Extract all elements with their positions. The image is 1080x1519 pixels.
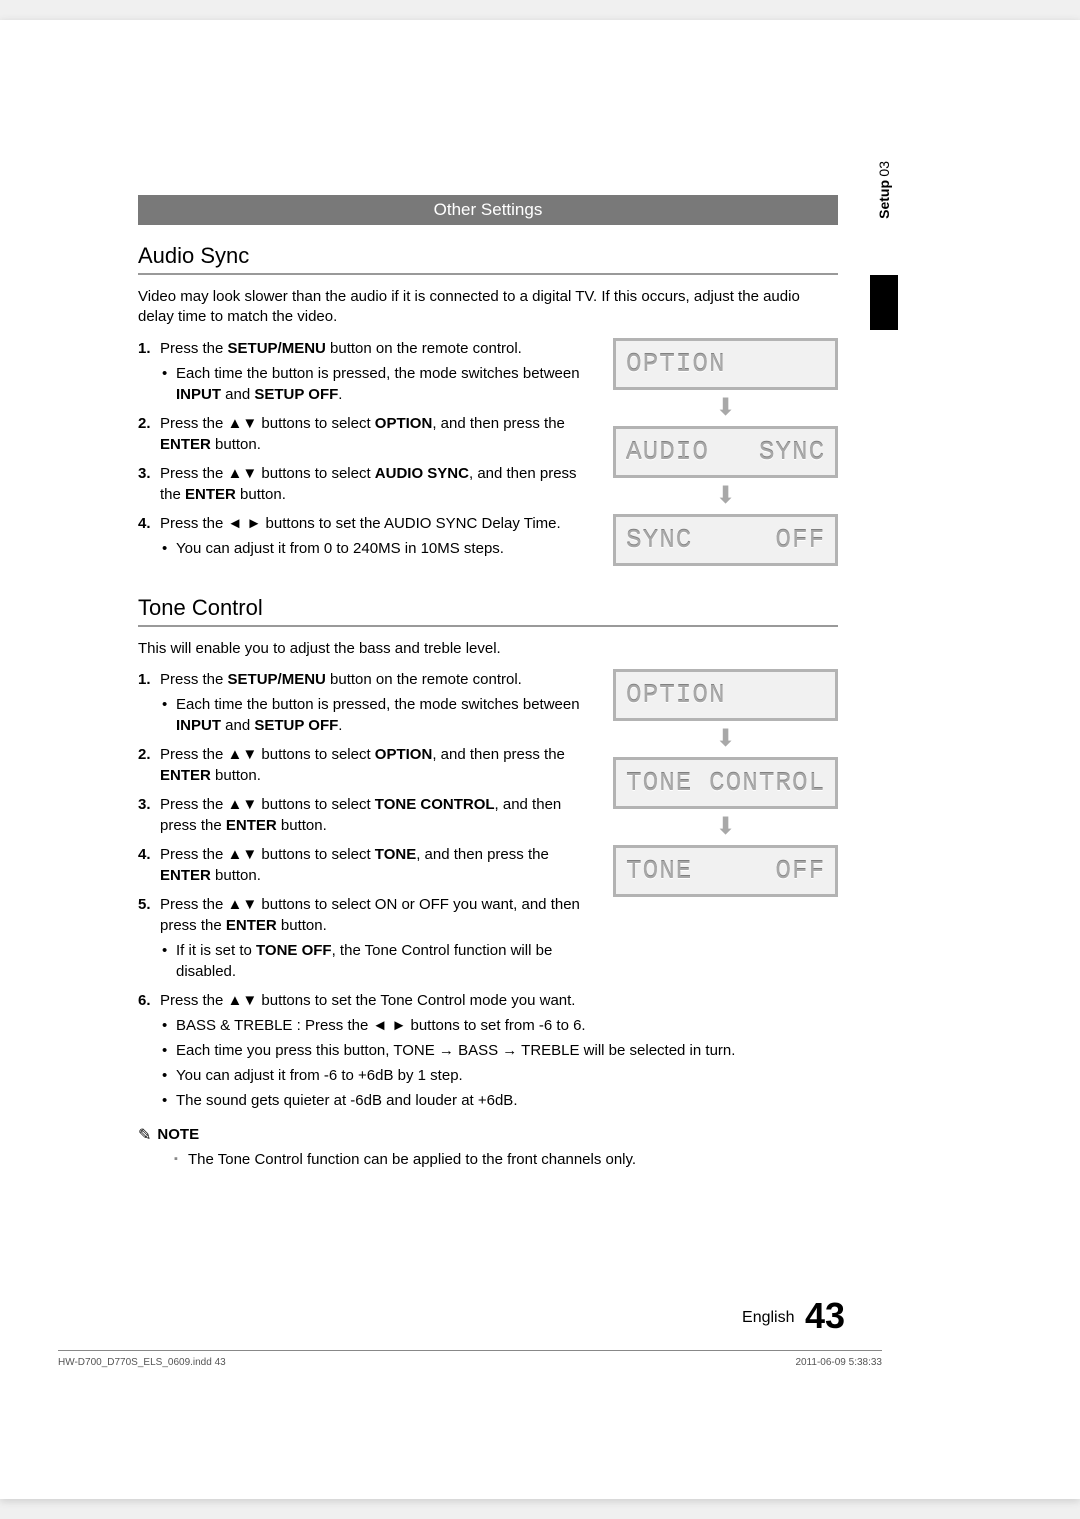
arrow-down-icon: ⬇ — [613, 390, 838, 426]
lcd-sync-off: SYNC OFF — [613, 514, 838, 566]
footer-lang: English — [742, 1309, 794, 1326]
tone-control-row: Press the SETUP/MENU button on the remot… — [138, 669, 838, 990]
side-tab-number: 03 — [876, 161, 892, 177]
step-6-sub2: Each time you press this button, TONE → … — [160, 1040, 838, 1061]
step-1-sub: Each time the button is pressed, the mod… — [160, 363, 597, 405]
lcd-option: OPTION — [613, 338, 838, 390]
side-blackbar — [870, 275, 898, 330]
note-label: NOTE — [157, 1126, 199, 1143]
step-2: Press the ▲▼ buttons to select OPTION, a… — [138, 744, 597, 786]
print-footline: HW-D700_D770S_ELS_0609.indd 43 2011-06-0… — [58, 1350, 882, 1368]
lcd-tone-control: TONE CONTROL — [613, 757, 838, 809]
heading-tone-control: Tone Control — [138, 595, 838, 621]
audio-sync-steps: Press the SETUP/MENU button on the remot… — [138, 338, 597, 567]
footline-timestamp: 2011-06-09 5:38:33 — [795, 1357, 882, 1368]
audio-sync-lcd-stack: OPTION ⬇ AUDIO SYNC ⬇ SYNC OFF — [613, 338, 838, 567]
step-6: Press the ▲▼ buttons to set the Tone Con… — [138, 990, 838, 1111]
audio-sync-row: Press the SETUP/MENU button on the remot… — [138, 338, 838, 567]
footer-page-number: 43 — [805, 1295, 845, 1336]
lcd-audio-sync: AUDIO SYNC — [613, 426, 838, 478]
arrow-down-icon: ⬇ — [613, 809, 838, 845]
arrow-down-icon: ⬇ — [613, 721, 838, 757]
step-6-sub1: BASS & TREBLE : Press the ◄ ► buttons to… — [160, 1015, 838, 1036]
section-bar: Other Settings — [138, 195, 838, 225]
step-6-sub3: You can adjust it from -6 to +6dB by 1 s… — [160, 1065, 838, 1086]
step-5-sub: If it is set to TONE OFF, the Tone Contr… — [160, 940, 597, 982]
step-1: Press the SETUP/MENU button on the remot… — [138, 669, 597, 736]
note-list: The Tone Control function can be applied… — [138, 1149, 838, 1170]
heading-audio-sync: Audio Sync — [138, 243, 838, 269]
intro-tone-control: This will enable you to adjust the bass … — [138, 639, 838, 659]
lcd-tone-off: TONE OFF — [613, 845, 838, 897]
side-tab-label: Setup — [876, 180, 892, 219]
step-4-sub: You can adjust it from 0 to 240MS in 10M… — [160, 538, 597, 559]
step-6-sub4: The sound gets quieter at -6dB and loude… — [160, 1090, 838, 1111]
lcd-option: OPTION — [613, 669, 838, 721]
step-2: Press the ▲▼ buttons to select OPTION, a… — [138, 413, 597, 455]
step-1-sub: Each time the button is pressed, the mod… — [160, 694, 597, 736]
tone-control-lcd-stack: OPTION ⬇ TONE CONTROL ⬇ TONE OFF — [613, 669, 838, 990]
note-icon: ✎ — [138, 1125, 151, 1145]
note-header: ✎ NOTE — [138, 1125, 838, 1145]
arrow-down-icon: ⬇ — [613, 478, 838, 514]
tone-control-section: Tone Control This will enable you to adj… — [138, 595, 838, 1170]
step-5: Press the ▲▼ buttons to select ON or OFF… — [138, 894, 597, 982]
step-1: Press the SETUP/MENU button on the remot… — [138, 338, 597, 405]
manual-page: 03 Setup Other Settings Audio Sync Video… — [0, 20, 1080, 1499]
intro-audio-sync: Video may look slower than the audio if … — [138, 287, 838, 328]
tone-control-steps: Press the SETUP/MENU button on the remot… — [138, 669, 597, 990]
note-item: The Tone Control function can be applied… — [138, 1149, 838, 1170]
footline-file: HW-D700_D770S_ELS_0609.indd 43 — [58, 1357, 226, 1368]
divider — [138, 625, 838, 627]
step-4: Press the ◄ ► buttons to set the AUDIO S… — [138, 513, 597, 559]
content: Other Settings Audio Sync Video may look… — [138, 195, 838, 1170]
page-footer: English 43 — [742, 1295, 845, 1337]
side-tab: 03 Setup — [870, 150, 898, 230]
divider — [138, 273, 838, 275]
step-3: Press the ▲▼ buttons to select AUDIO SYN… — [138, 463, 597, 505]
step-4: Press the ▲▼ buttons to select TONE, and… — [138, 844, 597, 886]
step-3: Press the ▲▼ buttons to select TONE CONT… — [138, 794, 597, 836]
